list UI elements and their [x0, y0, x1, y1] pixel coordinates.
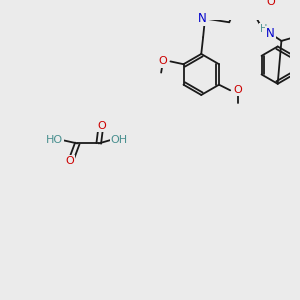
Text: O: O [267, 0, 275, 7]
Text: O: O [97, 121, 106, 131]
Text: N: N [266, 27, 274, 40]
Text: O: O [159, 56, 167, 66]
Text: OH: OH [111, 135, 128, 145]
Text: H: H [260, 24, 267, 34]
Text: HO: HO [45, 135, 63, 145]
Text: N: N [198, 12, 207, 25]
Text: O: O [233, 85, 242, 95]
Text: O: O [65, 156, 74, 166]
